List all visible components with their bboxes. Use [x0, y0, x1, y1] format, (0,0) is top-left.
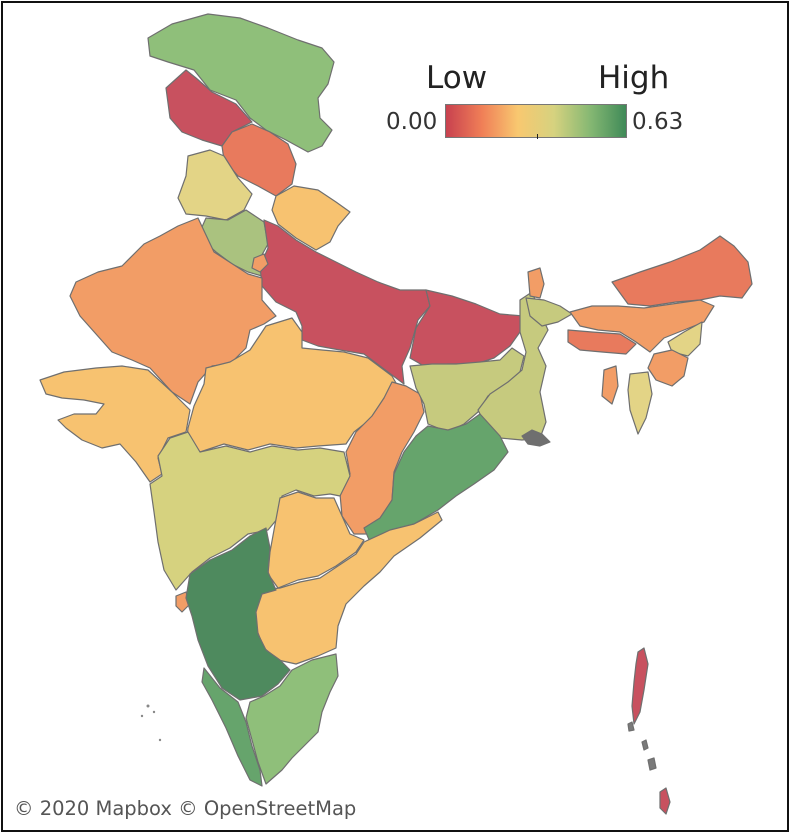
region-punjab[interactable]	[177, 149, 253, 221]
region-delhi[interactable]	[251, 253, 269, 273]
region-jammu-kashmir[interactable]	[147, 13, 335, 153]
legend-low-label: Low	[426, 60, 488, 96]
region-small-island	[647, 757, 657, 771]
region-arunachal-pradesh[interactable]	[611, 235, 753, 307]
region-andaman-islands[interactable]	[631, 647, 649, 725]
region-sundarbans-coast	[521, 429, 551, 447]
region-kerala[interactable]	[201, 667, 263, 787]
region-small-island	[627, 721, 635, 732]
legend-min-value: 0.00	[386, 109, 438, 135]
region-meghalaya[interactable]	[567, 329, 637, 355]
region-odisha[interactable]	[363, 413, 509, 543]
region-west-bengal[interactable]	[477, 291, 549, 441]
region-north-west-red[interactable]	[165, 69, 253, 147]
region-nagaland[interactable]	[667, 321, 703, 357]
region-uttarakhand[interactable]	[271, 185, 351, 251]
region-andhra-pradesh[interactable]	[253, 511, 443, 665]
region-small-island	[641, 739, 649, 751]
legend-high-label: High	[598, 60, 670, 96]
region-manipur[interactable]	[647, 349, 689, 387]
legend-gradient-bar	[445, 104, 627, 138]
region-tamil-nadu[interactable]	[245, 653, 339, 785]
region-bihar[interactable]	[409, 289, 525, 367]
region-karnataka[interactable]	[185, 527, 291, 701]
region-lakshadweep-dot	[152, 710, 156, 714]
region-mizoram[interactable]	[627, 371, 653, 435]
region-sikkim[interactable]	[527, 267, 545, 299]
legend-max-value: 0.63	[632, 109, 684, 135]
region-north-bengal[interactable]	[525, 297, 573, 327]
region-maharashtra[interactable]	[149, 431, 351, 591]
legend-tick	[537, 134, 538, 139]
map-attribution: © 2020 Mapbox © OpenStreetMap	[14, 797, 357, 820]
region-lakshadweep-dot	[158, 738, 162, 742]
region-lakshadweep-dot	[146, 704, 150, 708]
region-nicobar-islands[interactable]	[659, 787, 671, 815]
region-tripura[interactable]	[601, 365, 619, 405]
region-lakshadweep-dot	[140, 714, 144, 718]
region-rajasthan[interactable]	[69, 217, 277, 405]
region-gujarat[interactable]	[39, 365, 191, 483]
region-uttar-pradesh[interactable]	[259, 219, 431, 385]
